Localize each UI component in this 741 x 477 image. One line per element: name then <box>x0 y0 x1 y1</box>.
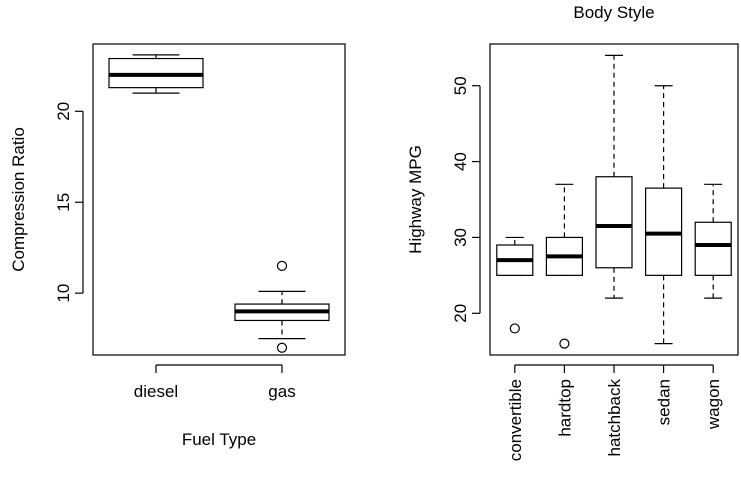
x-tick-label: wagon <box>704 379 723 430</box>
x-tick-label: hatchback <box>605 379 624 457</box>
box-sedan <box>644 85 683 345</box>
outlier-point <box>276 260 288 271</box>
y-tick-label: 10 <box>54 284 73 303</box>
x-tick-label: hardtop <box>555 379 574 437</box>
box-wagon <box>694 183 732 299</box>
plot-frame <box>92 43 346 356</box>
chart-panel-1: 10 15 20 diesel gas Fuel Type Compression Rati… <box>9 43 346 449</box>
outlier-point <box>509 323 520 334</box>
y-tick-label: 40 <box>451 152 470 171</box>
y-tick-label: 20 <box>54 102 73 121</box>
y-tick-label: 20 <box>451 304 470 323</box>
y-tick-label: 50 <box>451 76 470 95</box>
y-axis-title: Highway MPG <box>406 145 425 254</box>
box-convertible <box>496 236 534 334</box>
x-tick-label: diesel <box>134 382 178 401</box>
box-gas <box>234 260 330 353</box>
box-hardtop <box>545 183 584 349</box>
outlier-point <box>559 338 570 349</box>
iqr-box <box>694 221 732 276</box>
y-tick-label: 15 <box>54 193 73 212</box>
iqr-box <box>595 176 633 269</box>
x-tick-label: gas <box>268 382 295 401</box>
x-tick-label: convertible <box>506 379 525 461</box>
x-axis-title: Fuel Type <box>182 430 256 449</box>
chart-panel-2: 20 30 40 50 convertible hardtop hatchback sedan… <box>406 3 739 461</box>
y-tick-label: 30 <box>451 228 470 247</box>
y-axis-title: Compression Ratio <box>9 127 28 272</box>
chart-title: Body Style <box>573 3 654 22</box>
x-tick-label: sedan <box>655 379 674 425</box>
box-hatchback <box>595 54 633 299</box>
box-diesel <box>108 54 204 94</box>
outlier-point <box>276 342 288 353</box>
plot-frame <box>489 43 739 356</box>
